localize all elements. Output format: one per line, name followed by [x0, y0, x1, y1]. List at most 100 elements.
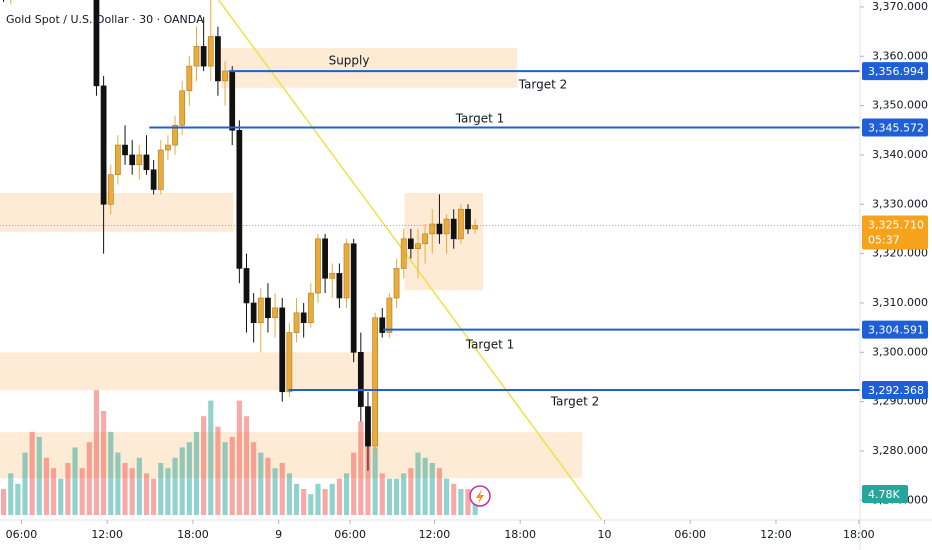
candle-body — [400, 238, 407, 269]
zone — [220, 47, 518, 88]
volume-bar — [336, 478, 342, 515]
price-badge-label: 3,345.572 — [868, 121, 924, 134]
volume-bar — [8, 473, 14, 515]
volume-bar — [415, 452, 421, 515]
candle-body — [129, 154, 136, 166]
price-badge — [862, 118, 928, 137]
volume-bar — [108, 431, 114, 515]
candle-body — [386, 297, 393, 333]
price-badge-label: 3,304.591 — [868, 324, 924, 337]
candle-body — [143, 154, 150, 171]
candle-body — [443, 218, 450, 235]
candle-body — [357, 352, 364, 407]
candle-body — [215, 36, 221, 82]
volume-bar — [229, 437, 235, 515]
y-tick-label: 3,370.000 — [872, 0, 928, 13]
candle-body — [465, 208, 471, 230]
candle-body — [100, 85, 107, 205]
candle-body — [329, 273, 336, 279]
volume-bar — [115, 452, 121, 515]
x-tick-label: 06:00 — [6, 528, 38, 541]
volume-bar — [193, 431, 200, 515]
volume-bar — [401, 473, 407, 515]
countdown: 05:37 — [868, 233, 900, 246]
volume-bar — [251, 442, 257, 515]
candle-body — [257, 297, 264, 323]
volume-bar — [315, 483, 321, 515]
volume-bar — [208, 400, 214, 515]
last-price-badge — [862, 215, 928, 250]
volume-bar — [265, 457, 271, 515]
candle-body — [207, 36, 214, 67]
volume-bar — [293, 483, 300, 515]
candle-body — [407, 238, 414, 249]
volume-badge — [862, 485, 908, 503]
trendline — [218, 0, 603, 520]
volume-bar — [186, 442, 192, 515]
y-tick-label: 3,320.000 — [872, 247, 928, 260]
candle-body — [157, 149, 164, 190]
zone — [0, 192, 234, 232]
candle-body — [322, 238, 328, 279]
volume-bar — [172, 457, 178, 515]
price-badge-label: 3,356.994 — [868, 65, 924, 78]
price-badge — [862, 62, 928, 81]
volume-bar — [143, 473, 150, 515]
volume-bar — [465, 489, 471, 515]
volume-bar — [379, 473, 385, 515]
candle-body — [236, 129, 243, 269]
volume-bar — [136, 457, 142, 515]
volume-bar — [422, 457, 428, 515]
candle-body — [179, 90, 186, 126]
candle-body — [422, 233, 429, 245]
candle-body — [315, 238, 321, 294]
volume-bar — [301, 489, 307, 515]
candle-body — [450, 218, 457, 240]
volume-bar — [436, 468, 442, 515]
x-tick-label: 18:00 — [177, 528, 209, 541]
candle-body — [350, 243, 357, 353]
candle-body — [243, 268, 250, 304]
volume-bar — [129, 468, 135, 515]
volume-bar — [22, 452, 28, 515]
y-tick-label: 3,350.000 — [872, 99, 928, 112]
x-tick-label: 06:00 — [334, 528, 366, 541]
volume-bar — [43, 457, 50, 515]
icon — [469, 485, 491, 507]
volume-bar — [443, 478, 450, 515]
candle-body — [379, 317, 386, 333]
candle-body — [165, 144, 171, 151]
x-tick-label: 06:00 — [674, 528, 706, 541]
x-tick-label: 18:00 — [504, 528, 536, 541]
candle-body — [272, 307, 278, 319]
candle-body — [172, 125, 178, 146]
x-tick-label: 18:00 — [843, 528, 875, 541]
volume-bar — [122, 463, 128, 515]
candle-body — [193, 46, 200, 67]
volume-bar — [101, 411, 107, 515]
volume-bar — [393, 478, 400, 515]
volume-bar — [272, 468, 278, 515]
candle-body — [343, 243, 350, 299]
x-tick-label: 12:00 — [91, 528, 123, 541]
volume-bar — [372, 447, 378, 515]
candle-body — [300, 312, 307, 323]
y-tick-label: 3,310.000 — [872, 296, 928, 309]
candle-body — [150, 169, 157, 190]
zone — [0, 352, 378, 391]
volume-bar — [222, 442, 228, 515]
volume-bar — [29, 431, 35, 515]
plot-area: Supply Target 2 Target 1 Target 1 Target 2 — [0, 0, 860, 520]
volume-bar — [308, 494, 314, 515]
candle-body — [250, 302, 257, 323]
volume-bar — [279, 463, 285, 515]
volume-bar — [1, 489, 7, 515]
volume-bar — [165, 468, 171, 515]
volume-bar — [258, 452, 264, 515]
volume-bar — [343, 473, 350, 515]
candle-body — [107, 174, 114, 205]
candle-body — [415, 243, 421, 249]
volume-bar — [451, 483, 457, 515]
candle-body — [286, 332, 293, 393]
